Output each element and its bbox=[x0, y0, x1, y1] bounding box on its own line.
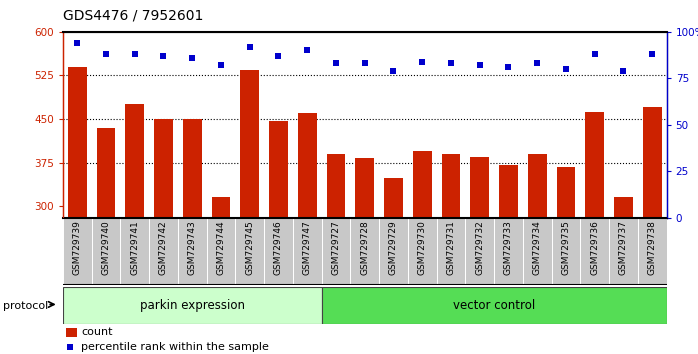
Text: GSM729742: GSM729742 bbox=[159, 221, 168, 275]
Bar bbox=[350, 218, 379, 285]
Text: GSM729734: GSM729734 bbox=[533, 221, 542, 275]
Bar bbox=[293, 218, 322, 285]
Text: GSM729743: GSM729743 bbox=[188, 221, 197, 275]
Text: GSM729740: GSM729740 bbox=[101, 221, 110, 275]
Point bbox=[273, 53, 284, 59]
Text: GSM729738: GSM729738 bbox=[648, 221, 657, 275]
Bar bbox=[442, 154, 460, 218]
Bar bbox=[298, 113, 317, 218]
Bar bbox=[63, 218, 91, 285]
Bar bbox=[126, 104, 144, 218]
Text: GSM729735: GSM729735 bbox=[561, 221, 570, 275]
Point bbox=[503, 64, 514, 70]
Point bbox=[359, 61, 370, 66]
Bar bbox=[149, 218, 178, 285]
Text: GSM729736: GSM729736 bbox=[591, 221, 599, 275]
Bar bbox=[586, 112, 604, 218]
Bar bbox=[327, 154, 346, 218]
Bar bbox=[96, 128, 115, 218]
Point bbox=[589, 51, 600, 57]
Bar bbox=[68, 67, 87, 218]
Bar bbox=[322, 218, 350, 285]
Bar bbox=[638, 218, 667, 285]
Bar bbox=[643, 107, 662, 218]
Bar bbox=[207, 218, 235, 285]
Text: GSM729731: GSM729731 bbox=[447, 221, 456, 275]
Bar bbox=[523, 218, 551, 285]
Text: GSM729737: GSM729737 bbox=[619, 221, 628, 275]
Point bbox=[532, 61, 543, 66]
Bar bbox=[66, 328, 77, 337]
Bar bbox=[178, 218, 207, 285]
Bar bbox=[63, 287, 322, 324]
Text: parkin expression: parkin expression bbox=[140, 299, 245, 312]
Bar bbox=[614, 198, 633, 218]
Point bbox=[216, 62, 227, 68]
Bar bbox=[120, 218, 149, 285]
Bar bbox=[408, 218, 436, 285]
Text: percentile rank within the sample: percentile rank within the sample bbox=[81, 342, 269, 352]
Point bbox=[244, 44, 255, 50]
Bar bbox=[436, 218, 466, 285]
Point bbox=[618, 68, 629, 74]
Bar bbox=[580, 218, 609, 285]
Text: count: count bbox=[81, 327, 112, 337]
Point bbox=[646, 51, 658, 57]
Point bbox=[129, 51, 140, 57]
Bar bbox=[413, 151, 431, 218]
Bar bbox=[556, 167, 575, 218]
Text: GSM729741: GSM729741 bbox=[131, 221, 139, 275]
Bar bbox=[609, 218, 638, 285]
Bar bbox=[183, 119, 202, 218]
Point bbox=[64, 344, 75, 350]
Point bbox=[388, 68, 399, 74]
Text: GSM729747: GSM729747 bbox=[303, 221, 312, 275]
Text: GSM729732: GSM729732 bbox=[475, 221, 484, 275]
Bar bbox=[264, 218, 293, 285]
Bar bbox=[240, 70, 259, 218]
Text: GDS4476 / 7952601: GDS4476 / 7952601 bbox=[63, 9, 203, 23]
Text: GSM729728: GSM729728 bbox=[360, 221, 369, 275]
Bar bbox=[322, 287, 667, 324]
Text: GSM729746: GSM729746 bbox=[274, 221, 283, 275]
Point bbox=[474, 62, 485, 68]
Text: GSM729739: GSM729739 bbox=[73, 221, 82, 275]
Bar bbox=[269, 121, 288, 218]
Point bbox=[302, 47, 313, 53]
Text: GSM729744: GSM729744 bbox=[216, 221, 225, 275]
Bar bbox=[384, 178, 403, 218]
Bar bbox=[494, 218, 523, 285]
Bar bbox=[551, 218, 580, 285]
Point bbox=[330, 61, 341, 66]
Bar bbox=[355, 158, 374, 218]
Point bbox=[417, 59, 428, 64]
Bar bbox=[379, 218, 408, 285]
Bar bbox=[528, 154, 547, 218]
Bar bbox=[211, 198, 230, 218]
Bar bbox=[470, 157, 489, 218]
Text: GSM729745: GSM729745 bbox=[245, 221, 254, 275]
Bar bbox=[91, 218, 120, 285]
Text: GSM729727: GSM729727 bbox=[332, 221, 341, 275]
Text: GSM729733: GSM729733 bbox=[504, 221, 513, 275]
Point bbox=[72, 40, 83, 46]
Text: GSM729730: GSM729730 bbox=[417, 221, 426, 275]
Text: vector control: vector control bbox=[453, 299, 535, 312]
Bar bbox=[235, 218, 264, 285]
Point bbox=[101, 51, 112, 57]
Text: GSM729729: GSM729729 bbox=[389, 221, 398, 275]
Point bbox=[186, 55, 198, 61]
Point bbox=[158, 53, 169, 59]
Bar bbox=[154, 119, 173, 218]
Text: protocol: protocol bbox=[3, 301, 49, 310]
Point bbox=[560, 66, 572, 72]
Bar bbox=[499, 165, 518, 218]
Bar bbox=[466, 218, 494, 285]
Point bbox=[445, 61, 456, 66]
